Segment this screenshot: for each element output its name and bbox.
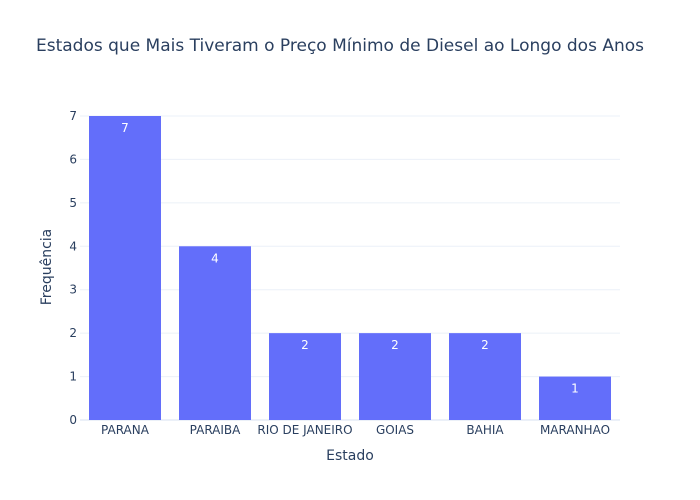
y-tick-label: 5 (69, 196, 77, 210)
bar-data-label: 2 (481, 338, 489, 352)
gridlines (80, 115, 620, 421)
y-tick-label: 3 (69, 283, 77, 297)
y-tick-label: 6 (69, 152, 77, 166)
y-tick-label: 4 (69, 239, 77, 253)
bar-bahia[interactable] (449, 333, 521, 420)
x-tick-label: GOIAS (376, 423, 414, 437)
bar-goias[interactable] (359, 333, 431, 420)
bars (89, 116, 611, 420)
bar-data-label: 1 (571, 382, 579, 396)
x-tick-label: BAHIA (466, 423, 504, 437)
x-tick-label: PARAIBA (190, 423, 242, 437)
bar-rio-de-janeiro[interactable] (269, 333, 341, 420)
y-axis-title: Frequência (39, 229, 55, 306)
y-tick-label: 1 (69, 370, 77, 384)
x-tick-label: RIO DE JANEIRO (257, 423, 352, 437)
x-axis-title: Estado (326, 448, 374, 464)
bar-paraiba[interactable] (179, 246, 251, 420)
x-axis-ticks: PARANA PARAIBA RIO DE JANEIRO GOIAS BAHIA MAR… (101, 423, 610, 437)
bar-data-label: 7 (121, 121, 129, 135)
y-axis-ticks: 0 1 2 3 4 5 6 7 (69, 109, 77, 427)
bar-data-label: 2 (301, 338, 309, 352)
data-labels: 7 4 2 2 2 1 (121, 121, 579, 396)
x-tick-label: MARANHAO (540, 423, 610, 437)
bar-data-label: 2 (391, 338, 399, 352)
y-tick-label: 7 (69, 109, 77, 123)
bar-parana[interactable] (89, 116, 161, 420)
bar-data-label: 4 (211, 251, 219, 265)
chart-title: Estados que Mais Tiveram o Preço Mínimo … (36, 36, 644, 56)
y-tick-label: 0 (69, 413, 77, 427)
y-tick-label: 2 (69, 326, 77, 340)
x-tick-label: PARANA (101, 423, 150, 437)
bar-maranhao[interactable] (539, 376, 611, 420)
